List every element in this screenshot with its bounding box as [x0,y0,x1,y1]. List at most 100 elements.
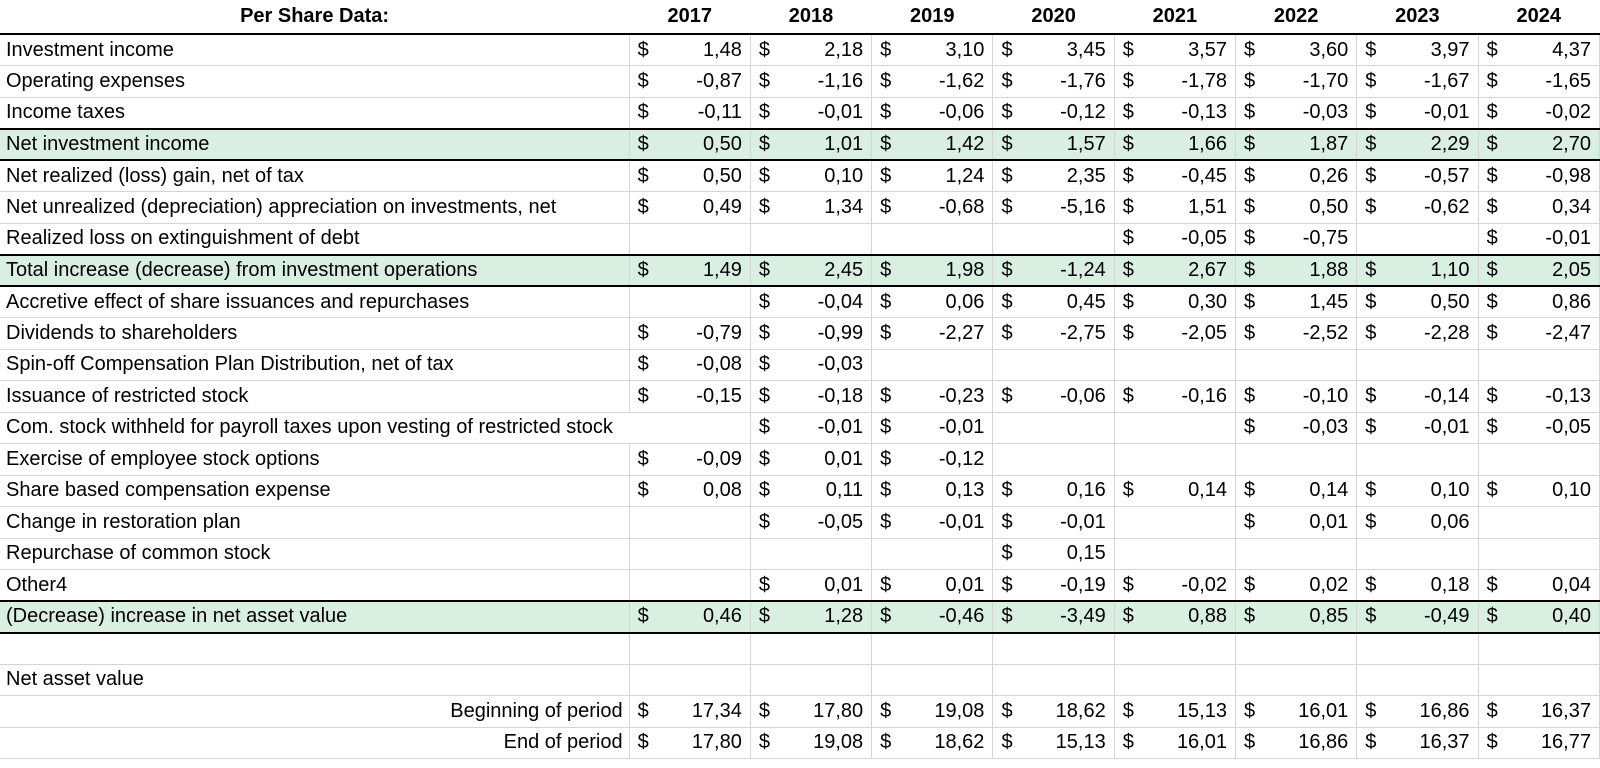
currency-cell[interactable]: $ [871,34,903,66]
currency-cell[interactable]: $ [992,317,1024,350]
currency-cell[interactable]: $ [992,97,1024,129]
currency-cell[interactable]: $ [1478,412,1509,444]
value-cell[interactable]: 15,13 [1023,727,1115,759]
row-label-cell[interactable]: Net unrealized (depreciation) appreciati… [0,191,630,224]
value-cell[interactable]: 0,46 [659,600,751,634]
value-cell[interactable]: -0,13 [1508,380,1600,413]
currency-cell[interactable]: $ [629,160,660,192]
value-cell[interactable]: 16,86 [1266,727,1358,759]
value-cell[interactable]: -0,68 [902,191,994,224]
currency-cell[interactable]: $ [629,65,660,98]
value-cell[interactable]: 0,50 [1266,191,1358,224]
value-cell[interactable]: 0,14 [1145,475,1237,507]
value-cell[interactable]: 2,70 [1508,127,1600,161]
currency-cell[interactable]: $ [1356,600,1388,634]
value-cell[interactable]: 4,37 [1508,34,1600,66]
value-cell[interactable]: -0,87 [659,65,751,98]
currency-cell[interactable]: $ [1114,380,1146,413]
year-header[interactable]: 2020 [992,0,1115,35]
currency-cell[interactable]: $ [1478,286,1509,318]
currency-cell[interactable] [629,664,660,696]
value-cell[interactable]: -0,06 [1023,380,1115,413]
value-cell[interactable]: 0,02 [1266,569,1358,602]
currency-cell[interactable]: $ [1235,127,1267,161]
value-cell[interactable]: 0,50 [1387,286,1479,318]
value-cell[interactable] [659,412,751,444]
currency-cell[interactable]: $ [1114,286,1146,318]
currency-cell[interactable] [629,538,660,570]
value-cell[interactable]: 1,28 [781,600,873,634]
currency-cell[interactable] [871,538,903,570]
currency-cell[interactable] [992,664,1024,696]
value-cell[interactable]: -2,28 [1387,317,1479,350]
value-cell[interactable] [1023,632,1115,665]
currency-cell[interactable] [1235,632,1267,665]
currency-cell[interactable]: $ [750,506,782,539]
currency-cell[interactable]: $ [1114,223,1146,255]
currency-cell[interactable]: $ [1114,727,1146,759]
currency-cell[interactable] [1235,538,1267,570]
value-cell[interactable]: 0,34 [1508,191,1600,224]
value-cell[interactable]: -0,05 [781,506,873,539]
value-cell[interactable]: 1,88 [1266,253,1358,287]
currency-cell[interactable]: $ [1235,223,1267,255]
currency-cell[interactable] [629,223,660,255]
value-cell[interactable]: -0,10 [1266,380,1358,413]
value-cell[interactable]: 1,57 [1023,127,1115,161]
currency-cell[interactable]: $ [1235,727,1267,759]
currency-cell[interactable]: $ [629,695,660,728]
currency-cell[interactable]: $ [992,286,1024,318]
currency-cell[interactable]: $ [750,727,782,759]
currency-cell[interactable]: $ [1235,600,1267,634]
value-cell[interactable] [1266,443,1358,476]
value-cell[interactable]: -0,03 [1266,412,1358,444]
value-cell[interactable] [1023,443,1115,476]
currency-cell[interactable]: $ [750,695,782,728]
currency-cell[interactable]: $ [1114,475,1146,507]
currency-cell[interactable] [1356,632,1388,665]
value-cell[interactable]: -0,23 [902,380,994,413]
value-cell[interactable]: -0,57 [1387,160,1479,192]
value-cell[interactable]: 17,80 [781,695,873,728]
value-cell[interactable] [902,632,994,665]
value-cell[interactable]: -0,06 [902,97,994,129]
value-cell[interactable]: -1,24 [1023,253,1115,287]
currency-cell[interactable]: $ [871,286,903,318]
value-cell[interactable]: 18,62 [902,727,994,759]
currency-cell[interactable]: $ [1356,317,1388,350]
row-label-cell[interactable]: Net realized (loss) gain, net of tax [0,160,630,192]
year-header[interactable]: 2018 [750,0,872,35]
currency-cell[interactable]: $ [871,475,903,507]
currency-cell[interactable]: $ [1478,253,1509,287]
currency-cell[interactable]: $ [1478,34,1509,66]
value-cell[interactable]: -0,09 [659,443,751,476]
currency-cell[interactable] [871,632,903,665]
value-cell[interactable]: 2,18 [781,34,873,66]
value-cell[interactable] [1145,349,1237,381]
currency-cell[interactable] [629,506,660,539]
value-cell[interactable]: -0,14 [1387,380,1479,413]
year-header[interactable]: 2019 [871,0,993,35]
currency-cell[interactable]: $ [871,65,903,98]
currency-cell[interactable]: $ [871,191,903,224]
value-cell[interactable]: 19,08 [781,727,873,759]
value-cell[interactable]: -0,01 [1023,506,1115,539]
currency-cell[interactable] [1356,538,1388,570]
currency-cell[interactable]: $ [871,412,903,444]
value-cell[interactable]: -0,02 [1145,569,1237,602]
value-cell[interactable]: -0,19 [1023,569,1115,602]
value-cell[interactable] [1145,664,1237,696]
currency-cell[interactable] [1235,664,1267,696]
currency-cell[interactable]: $ [992,727,1024,759]
currency-cell[interactable]: $ [992,538,1024,570]
currency-cell[interactable] [1114,632,1146,665]
currency-cell[interactable] [1356,664,1388,696]
currency-cell[interactable] [992,632,1024,665]
value-cell[interactable]: 0,11 [781,475,873,507]
currency-cell[interactable]: $ [992,695,1024,728]
currency-cell[interactable]: $ [1114,317,1146,350]
value-cell[interactable]: 1,45 [1266,286,1358,318]
value-cell[interactable] [902,223,994,255]
currency-cell[interactable]: $ [1356,65,1388,98]
value-cell[interactable]: 0,01 [902,569,994,602]
